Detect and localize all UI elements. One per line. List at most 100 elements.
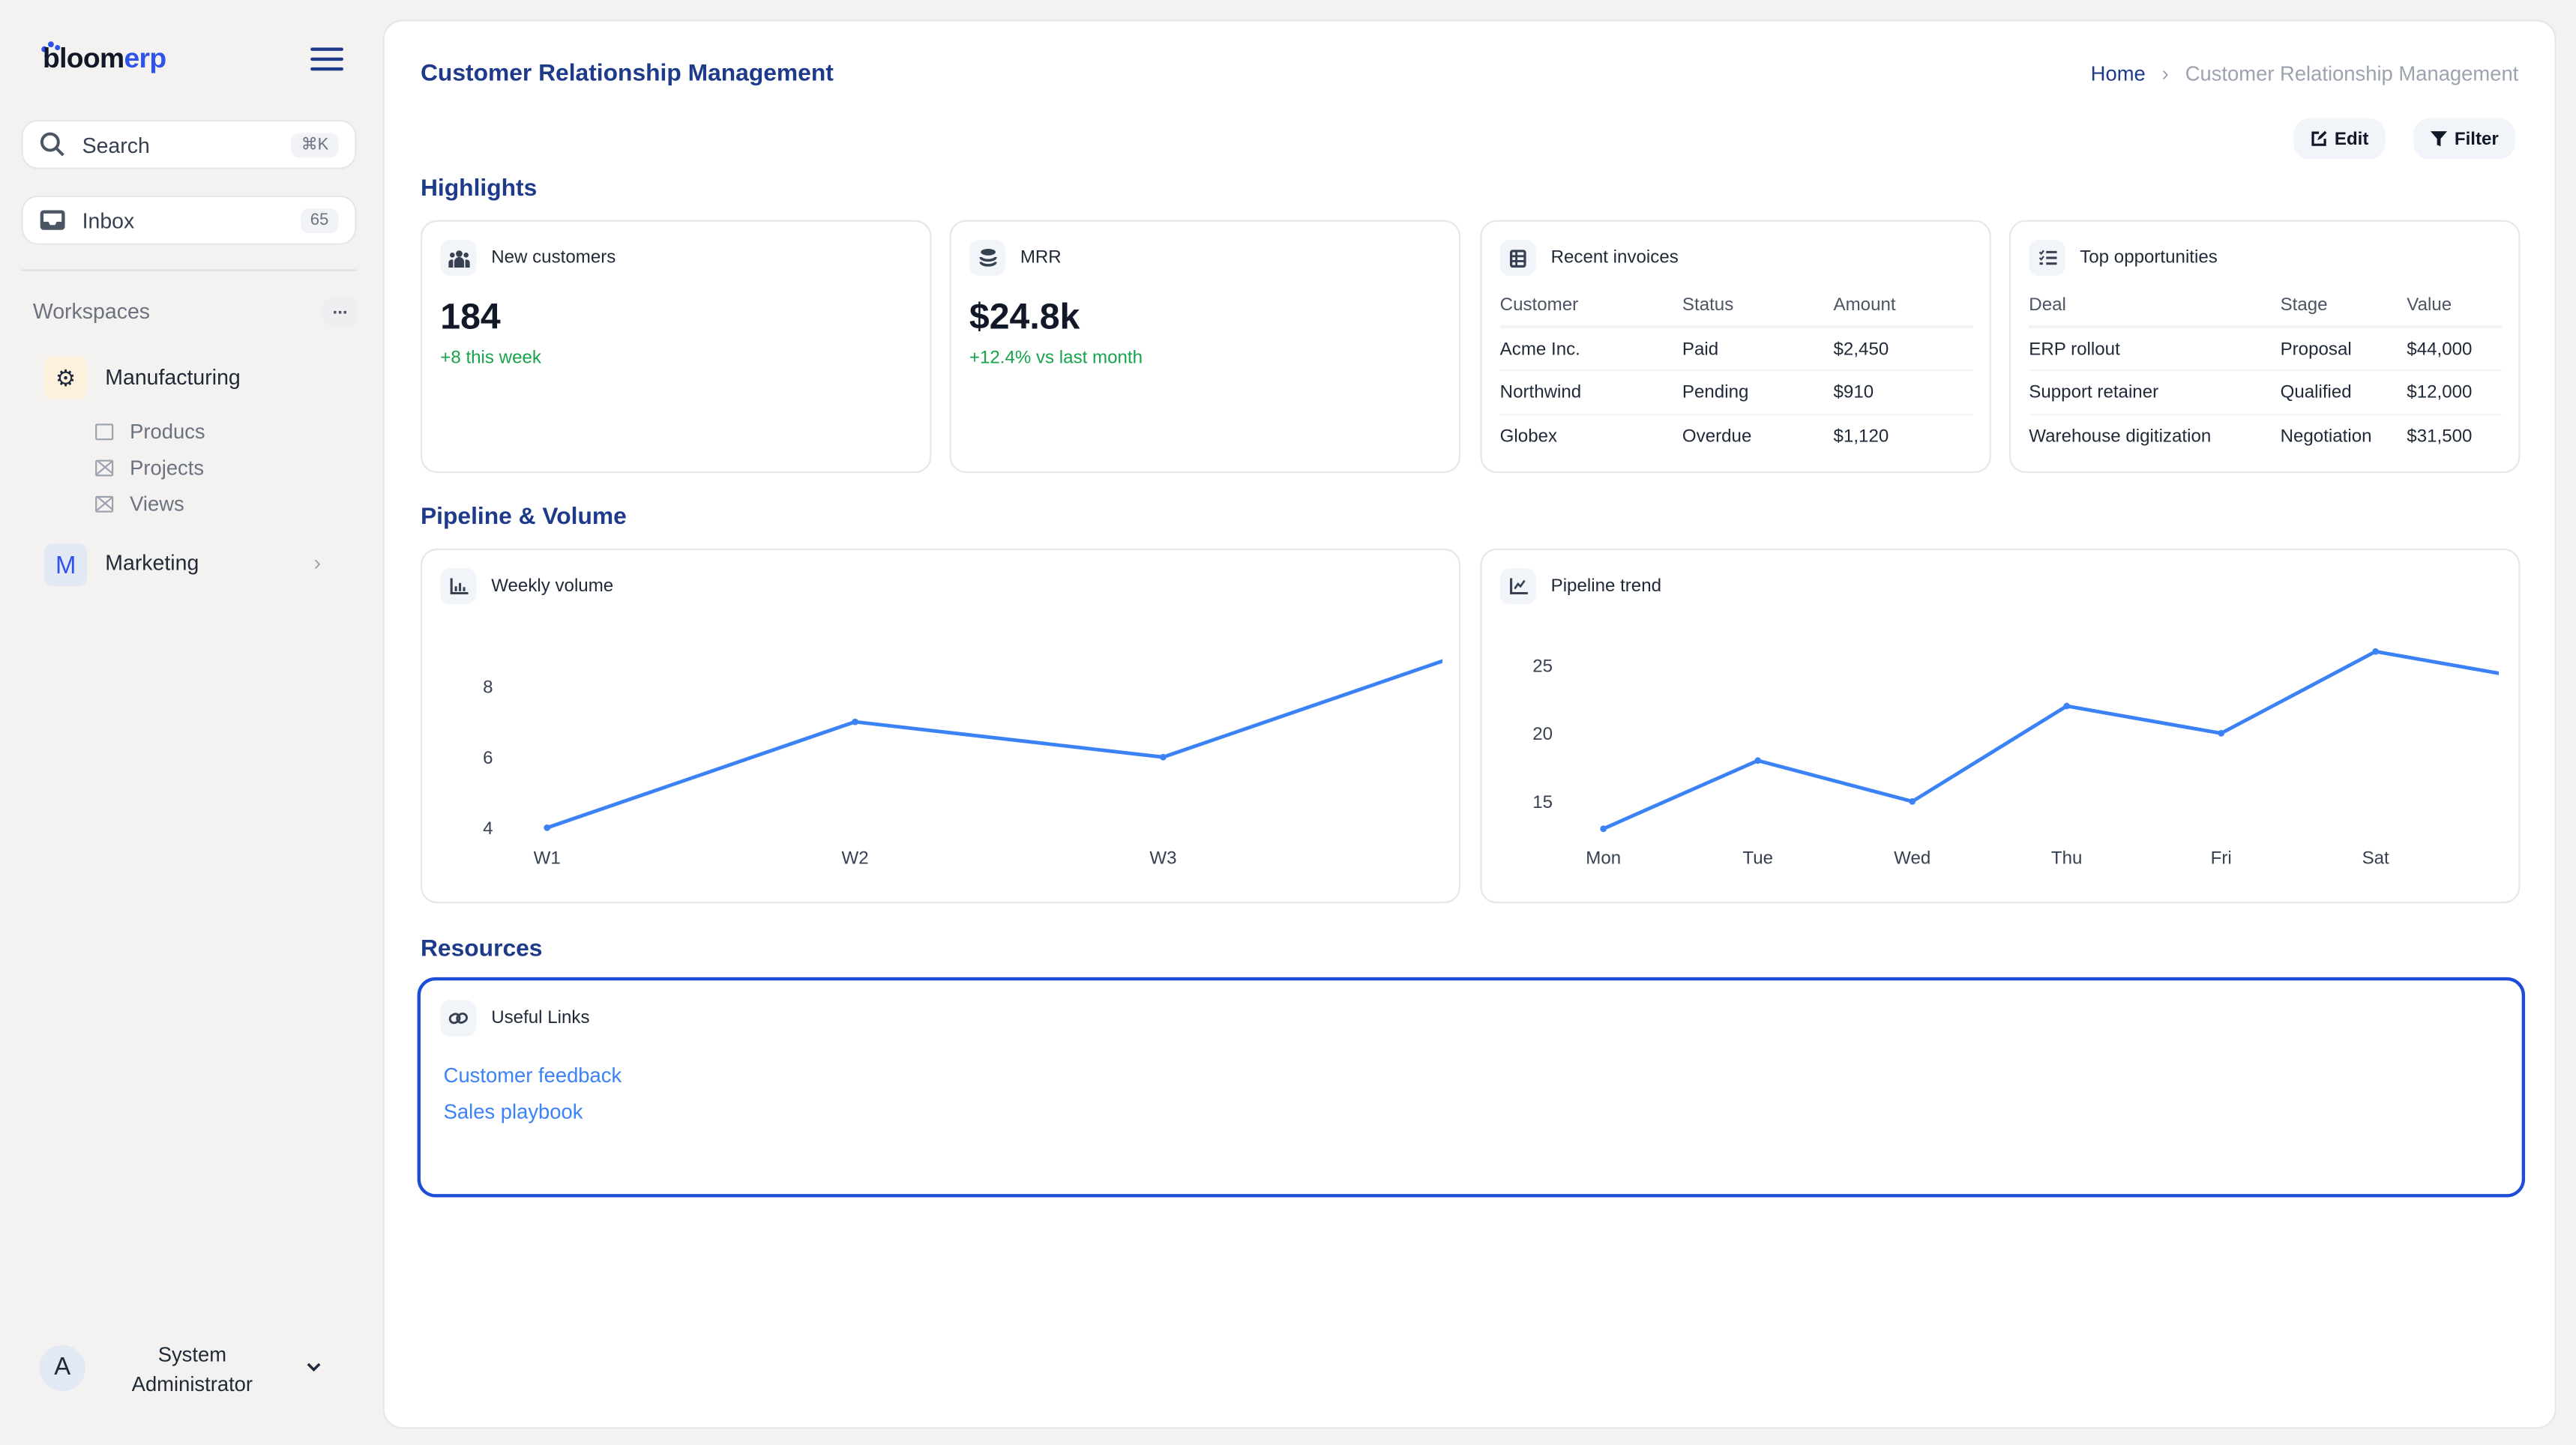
data-point [852, 718, 858, 725]
table-row[interactable]: Northwind Pending $910 [1499, 370, 1973, 415]
inbox-icon [40, 210, 65, 230]
section-resources: Resources [420, 936, 543, 963]
table-row[interactable]: Globex Overdue $1,120 [1499, 426, 1889, 446]
filter-button[interactable]: Filter [2413, 118, 2515, 160]
table-row[interactable]: Warehouse digitization Negotiation $31,500 [2029, 426, 2473, 446]
mrr-value: $24.8k [969, 295, 1080, 337]
bar-chart-icon [440, 568, 477, 605]
data-point [544, 824, 551, 831]
avatar: A [39, 1345, 85, 1392]
column-header: Customer [1499, 290, 1682, 329]
column-header: Status [1682, 290, 1834, 329]
x-tick-label: Thu [2051, 848, 2083, 869]
table-row[interactable]: ERP rollout Proposal $44,000 [2029, 327, 2503, 372]
useful-links-card: Useful Links Customer feedback Sales pla… [417, 977, 2526, 1198]
table-row[interactable]: Acme Inc. Paid $2,450 [1499, 327, 1973, 372]
recent-invoices-card: Recent invoices Customer Status Amount Acm… [1480, 220, 1991, 474]
y-tick-label: 4 [483, 818, 493, 839]
data-point [2372, 648, 2380, 655]
sidebar: bloomerp Search ⌘K Inbox 65 Workspaces .… [0, 0, 381, 1445]
search-label: Search [82, 132, 150, 157]
y-tick-label: 6 [483, 748, 493, 768]
y-tick-label: 15 [1532, 792, 1553, 812]
y-tick-label: 25 [1532, 656, 1553, 676]
invoices-table: Customer Status Amount Acme Inc. Paid $2,450… [1499, 290, 1973, 457]
link-sales-playbook[interactable]: Sales playbook [443, 1100, 583, 1123]
data-point [1909, 797, 1916, 805]
data-point [1160, 753, 1167, 761]
x-tick-label: W3 [1149, 848, 1176, 869]
weekly-volume-card: Weekly volume 4 6 8 W1 W2 W3 [420, 548, 1461, 904]
pipeline-trend-chart: 15 20 25 Mon Tue Wed Thu Fri Sat [1532, 648, 2500, 869]
user-name: System Administrator [131, 1343, 253, 1396]
x-tick-label: Tue [1742, 848, 1773, 869]
chart-title: Pipeline trend [1550, 576, 1662, 597]
user-menu[interactable]: A System Administrator [39, 1344, 335, 1396]
x-tick-label: W2 [842, 848, 869, 869]
search-shortcut: ⌘K [291, 132, 339, 157]
series-line [1602, 649, 2500, 830]
column-header: Deal [2029, 290, 2281, 329]
chart-title: Weekly volume [491, 576, 614, 597]
edit-icon [2311, 130, 2327, 146]
column-header: Stage [2280, 290, 2407, 329]
chevron-right-icon[interactable]: › [313, 550, 322, 575]
sidebar-subitem-producs[interactable]: Producs [95, 420, 205, 444]
logo-mark-icon [41, 41, 61, 58]
logo[interactable]: bloomerp [42, 42, 166, 74]
x-tick-label: W1 [534, 848, 561, 869]
search-icon [40, 132, 64, 157]
data-point [1600, 825, 1607, 833]
breadcrumb: Home › Customer Relationship Management [2091, 62, 2519, 85]
pipeline-trend-card: Pipeline trend 15 20 25 Mon Tue Wed Thu Fri Sat [1480, 548, 2521, 904]
workspaces-more-button[interactable]: ... [322, 297, 358, 328]
breadcrumb-current: Customer Relationship Management [2185, 62, 2519, 85]
search-button[interactable]: Search ⌘K [21, 119, 357, 169]
divider [21, 269, 357, 271]
data-point [2218, 730, 2225, 737]
card-title: Top opportunities [2080, 247, 2218, 268]
main-content: Customer Relationship Management Home › … [382, 19, 2557, 1429]
sidebar-item-manufacturing[interactable]: Manufacturing [105, 364, 241, 390]
mrr-delta: +12.4% vs last month [969, 348, 1143, 368]
sidebar-item-marketing[interactable]: Marketing [105, 550, 199, 575]
users-icon [440, 239, 477, 277]
new-customers-card: New customers 184 +8 this week [420, 220, 932, 474]
sidebar-subitem-projects[interactable]: Projects [95, 456, 204, 480]
section-highlights: Highlights [420, 175, 538, 202]
gear-icon: ⚙ [44, 356, 88, 399]
coins-icon [969, 239, 1006, 277]
x-tick-label: Mon [1586, 848, 1621, 869]
breadcrumb-home[interactable]: Home [2090, 62, 2146, 85]
top-opportunities-card: Top opportunities Deal Stage Value ERP rol… [2008, 220, 2521, 474]
edit-button[interactable]: Edit [2293, 118, 2386, 160]
breadcrumb-separator-icon: › [2161, 62, 2169, 85]
section-pipeline: Pipeline & Volume [420, 504, 627, 531]
table-row[interactable]: Support retainer Qualified $12,000 [2029, 370, 2503, 415]
x-tick-label: Fri [2211, 848, 2232, 869]
workspaces-title: Workspaces [32, 298, 151, 324]
crossed-box-icon [95, 459, 114, 477]
series-line [546, 659, 1442, 830]
chevron-down-icon[interactable] [306, 1362, 322, 1373]
crossed-box-icon [95, 495, 114, 513]
table-icon [1499, 239, 1536, 277]
column-header: Value [2407, 290, 2503, 329]
link-customer-feedback[interactable]: Customer feedback [443, 1064, 622, 1087]
opportunities-table: Deal Stage Value ERP rollout Proposal $44,00… [2029, 290, 2503, 457]
new-customers-value: 184 [440, 295, 501, 337]
x-tick-label: Sat [2362, 848, 2389, 869]
new-customers-delta: +8 this week [440, 348, 541, 368]
inbox-button[interactable]: Inbox 65 [21, 195, 357, 245]
y-tick-label: 8 [483, 678, 493, 698]
inbox-label: Inbox [82, 208, 135, 233]
column-header: Amount [1833, 290, 1973, 329]
link-icon [440, 1000, 477, 1037]
sidebar-subitem-views[interactable]: Views [95, 492, 184, 516]
line-chart-icon [1499, 568, 1536, 605]
card-title: New customers [491, 247, 616, 268]
checklist-icon [2029, 239, 2065, 277]
hamburger-menu-icon[interactable] [310, 47, 343, 73]
filter-icon [2430, 131, 2448, 147]
weekly-volume-chart: 4 6 8 W1 W2 W3 [483, 659, 1442, 869]
